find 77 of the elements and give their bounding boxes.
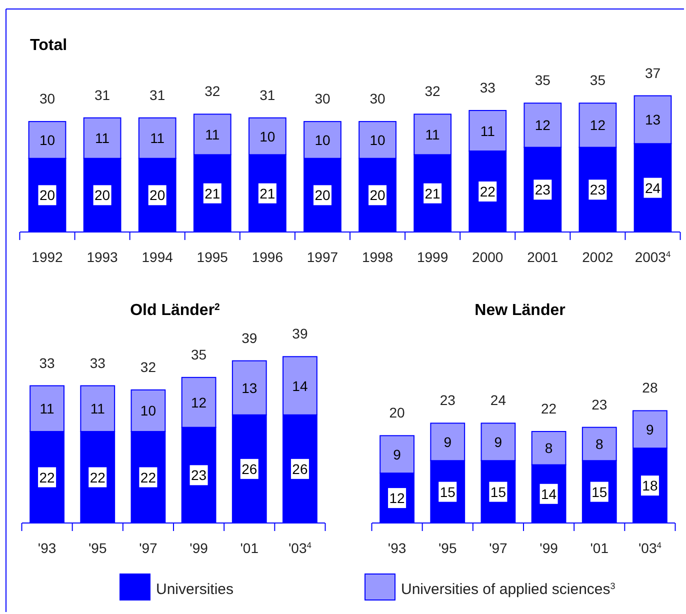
data-label: 9 bbox=[494, 434, 502, 450]
x-tick-label: '93 bbox=[38, 540, 56, 556]
legend-label: Universities bbox=[156, 581, 234, 598]
data-label: 11 bbox=[480, 122, 496, 139]
x-tick-label: '99 bbox=[190, 540, 208, 556]
data-label: 11 bbox=[40, 400, 55, 417]
total-label: 39 bbox=[242, 330, 258, 346]
x-tick-label: 1993 bbox=[86, 249, 118, 265]
x-tick-label: '99 bbox=[540, 540, 558, 556]
total-label: 33 bbox=[90, 354, 106, 371]
data-label: 9 bbox=[646, 421, 654, 438]
x-tick-label: '97 bbox=[139, 540, 158, 556]
total-label: 30 bbox=[39, 90, 56, 107]
x-tick-label: 1994 bbox=[142, 249, 174, 265]
chart-title: Total bbox=[30, 37, 68, 54]
data-label: 9 bbox=[444, 434, 452, 450]
total-label: 30 bbox=[370, 90, 386, 107]
total-label: 35 bbox=[191, 346, 207, 362]
chart-title: Old Länder$^{2}$ bbox=[130, 302, 220, 319]
data-label: 8 bbox=[544, 440, 553, 456]
x-tick-label: 1998 bbox=[362, 249, 394, 265]
data-label: 12 bbox=[534, 117, 551, 134]
data-label: 10 bbox=[39, 132, 56, 148]
x-tick-label: 2002 bbox=[582, 249, 614, 265]
x-tick-label: 1999 bbox=[416, 249, 448, 265]
total-label: 30 bbox=[314, 90, 330, 107]
data-label: 12 bbox=[590, 117, 606, 134]
total-label: 33 bbox=[480, 80, 496, 96]
total-label: 35 bbox=[590, 72, 606, 88]
data-label: 11 bbox=[150, 130, 165, 146]
x-tick-label: 1995 bbox=[196, 249, 228, 265]
total-label: 35 bbox=[534, 72, 551, 88]
data-label: 14 bbox=[292, 378, 308, 394]
total-label: 32 bbox=[204, 83, 220, 100]
chart-title: New Länder bbox=[474, 302, 566, 319]
data-label: 11 bbox=[205, 126, 220, 142]
x-tick-label: '01 bbox=[240, 540, 259, 556]
total-label: 32 bbox=[140, 358, 156, 375]
total-label: 31 bbox=[260, 86, 276, 103]
data-label: 11 bbox=[90, 400, 106, 417]
x-tick-label: 1992 bbox=[32, 249, 64, 265]
data-label: 8 bbox=[595, 436, 604, 452]
legend-label: Universities of applied sciences$^{3}$ bbox=[401, 581, 616, 598]
total-label: 22 bbox=[541, 400, 557, 416]
total-label: 31 bbox=[94, 86, 110, 103]
total-label: 39 bbox=[292, 326, 308, 342]
total-label: 37 bbox=[644, 64, 661, 81]
total-label: 23 bbox=[592, 396, 608, 412]
x-tick-label: '93 bbox=[388, 540, 406, 556]
x-tick-label: 2000 bbox=[472, 249, 504, 265]
x-tick-label: 1997 bbox=[306, 249, 338, 265]
x-tick-label: '03$^{4}$ bbox=[288, 540, 312, 556]
data-label: 10 bbox=[370, 132, 386, 148]
x-tick-label: '95 bbox=[88, 540, 107, 556]
x-tick-label: '03$^{4}$ bbox=[638, 540, 662, 556]
x-tick-label: 2003$^{4}$ bbox=[634, 249, 671, 265]
total-label: 28 bbox=[642, 380, 658, 396]
x-tick-label: '95 bbox=[438, 540, 457, 556]
total-label: 33 bbox=[39, 354, 56, 371]
total-label: 20 bbox=[389, 404, 406, 421]
data-label: 9 bbox=[393, 446, 402, 462]
data-label: 13 bbox=[644, 112, 661, 128]
data-label: 11 bbox=[425, 126, 440, 142]
x-tick-label: '01 bbox=[590, 540, 609, 556]
data-label: 11 bbox=[95, 130, 110, 146]
data-label: 10 bbox=[314, 132, 330, 148]
data-label: 12 bbox=[191, 394, 207, 410]
data-label: 10 bbox=[260, 128, 276, 144]
total-label: 32 bbox=[424, 83, 441, 100]
data-label: 13 bbox=[242, 380, 258, 396]
x-tick-label: 2001 bbox=[527, 249, 558, 265]
data-label: 10 bbox=[140, 402, 156, 419]
x-tick-label: 1996 bbox=[252, 249, 284, 265]
total-label: 31 bbox=[150, 86, 166, 103]
x-tick-label: '97 bbox=[489, 540, 508, 556]
total-label: 24 bbox=[490, 392, 506, 408]
total-label: 23 bbox=[440, 392, 456, 408]
